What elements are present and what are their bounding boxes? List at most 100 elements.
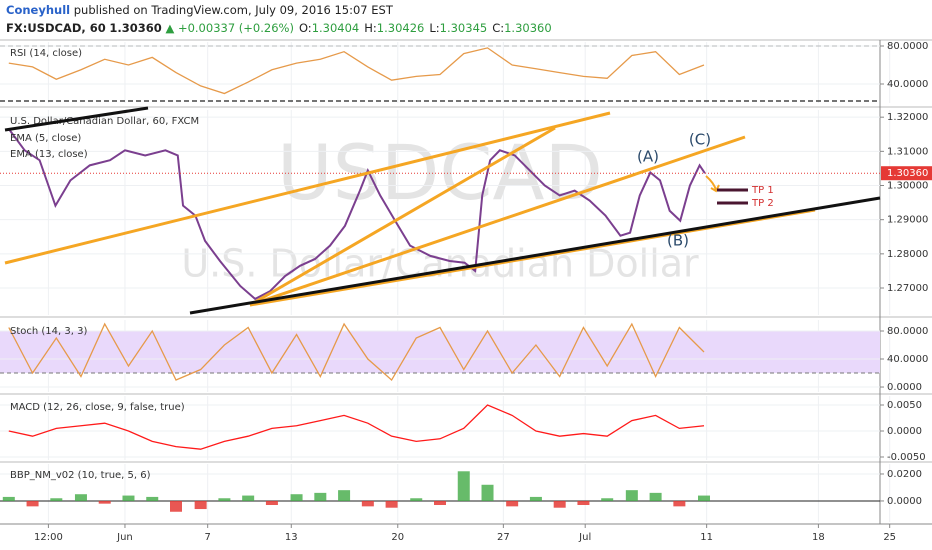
y-tick-label: 1.31000 <box>887 146 928 157</box>
bar <box>361 500 374 507</box>
y-tick-label: 40.0000 <box>887 354 928 365</box>
bar <box>698 495 710 501</box>
bar <box>98 500 111 504</box>
y-tick-label: 80.0000 <box>887 326 928 337</box>
band <box>0 330 880 374</box>
bar <box>170 500 182 512</box>
y-tick-label: 0.0000 <box>887 426 922 437</box>
bar <box>601 498 614 501</box>
support-line <box>189 196 881 315</box>
bar <box>673 500 686 507</box>
wave-label: (C) <box>689 131 711 149</box>
header-line: FX:USDCAD, 60 1.30360 ▲ +0.00337 (+0.26%… <box>6 19 552 37</box>
series-line <box>8 47 705 95</box>
panel-title: RSI (14, close) <box>10 48 82 59</box>
wave-label: (B) <box>667 232 689 250</box>
y-tick-label: 80.0000 <box>887 41 928 52</box>
y-tick-label: 1.27000 <box>887 283 928 294</box>
x-tick-label: 20 <box>391 532 404 543</box>
y-tick-label: 1.32000 <box>887 112 928 123</box>
arrow <box>705 175 720 193</box>
y-tick-label: 0.0000 <box>887 496 922 507</box>
bar <box>434 500 446 506</box>
symbol: FX:USDCAD, 60 <box>6 21 106 35</box>
overlay-label: EMA (13, close) <box>10 149 88 160</box>
user: Coneyhull <box>6 3 71 17</box>
bar <box>146 496 159 501</box>
x-tick-label: 27 <box>497 532 510 543</box>
panel-title: BBP_NM_v02 (10, true, 5, 6) <box>10 470 151 481</box>
series-line <box>8 322 705 382</box>
bar <box>649 492 662 501</box>
y-tick-label: 1.30000 <box>887 181 928 192</box>
bar <box>26 500 39 507</box>
y-tick-label: 1.28000 <box>887 249 928 260</box>
target-label: TP 1 <box>751 185 774 196</box>
change: ▲ +0.00337 (+0.26%) <box>165 21 294 35</box>
bar <box>529 496 542 501</box>
y-tick-label: 40.0000 <box>887 79 928 90</box>
bar <box>410 498 423 501</box>
wave-label: (A) <box>637 148 659 166</box>
ohlc-key: O: <box>298 21 312 35</box>
y-tick-label: 1.29000 <box>887 215 928 226</box>
target-label: TP 2 <box>751 198 774 209</box>
trend-line <box>249 126 556 307</box>
bar <box>385 500 398 508</box>
y-tick-label: 0.0200 <box>887 469 922 480</box>
x-tick-label: 18 <box>812 532 825 543</box>
bar <box>74 494 87 501</box>
bar <box>2 496 15 501</box>
x-tick-label: Jun <box>116 532 133 543</box>
ohlc-value: 1.30404 <box>311 21 360 35</box>
panel-title: Stoch (14, 3, 3) <box>10 326 87 337</box>
x-tick-label: 12:00 <box>34 532 63 543</box>
bar <box>457 471 470 501</box>
published: published on TradingView.com, July 09, 2… <box>73 3 393 17</box>
watermark-symbol: USDCAD <box>277 128 603 217</box>
bar <box>577 500 590 506</box>
series-line <box>8 129 706 301</box>
bar <box>338 490 351 501</box>
panel-title: MACD (12, 26, close, 9, false, true) <box>10 402 185 413</box>
trend-lines <box>4 106 881 315</box>
ohlc-key: L: <box>429 21 440 35</box>
bar <box>506 500 519 507</box>
bar <box>194 500 207 510</box>
series-line <box>8 404 705 450</box>
trend-line <box>4 106 149 132</box>
x-tick-label: 7 <box>204 532 210 543</box>
ohlc-value: 1.30360 <box>504 21 552 35</box>
price: 1.30360 <box>109 21 162 35</box>
watermark: USDCAD U.S. Dollar/Canadian Dollar <box>181 128 699 286</box>
x-tick-label: Jul <box>578 532 591 543</box>
y-tick-label: 0.0000 <box>887 382 922 393</box>
bar <box>481 484 494 501</box>
bar <box>265 500 278 506</box>
x-tick-label: 11 <box>700 532 713 543</box>
trend-line <box>249 135 746 307</box>
bar <box>218 498 231 501</box>
y-tick-label: 0.0050 <box>887 400 922 411</box>
bar <box>314 492 327 501</box>
header-line: Coneyhull published on TradingView.com, … <box>6 1 552 19</box>
trend-line <box>4 111 611 265</box>
header: Coneyhull published on TradingView.com, … <box>6 1 552 37</box>
ohlc-value: 1.30345 <box>439 21 488 35</box>
panel-title: U.S. Dollar/Canadian Dollar, 60, FXCM <box>10 116 199 127</box>
last-price-label: 1.30360 <box>887 168 928 179</box>
ohlc-key: H: <box>364 21 377 35</box>
bar <box>50 498 63 501</box>
bar <box>553 500 566 508</box>
last-price-box <box>881 166 932 181</box>
ohlc-key: C: <box>492 21 505 35</box>
x-tick-label: 13 <box>285 532 298 543</box>
bar <box>625 490 638 501</box>
bar <box>242 495 255 501</box>
bar <box>290 494 303 501</box>
x-tick-label: 25 <box>883 532 896 543</box>
watermark-name: U.S. Dollar/Canadian Dollar <box>181 242 699 286</box>
